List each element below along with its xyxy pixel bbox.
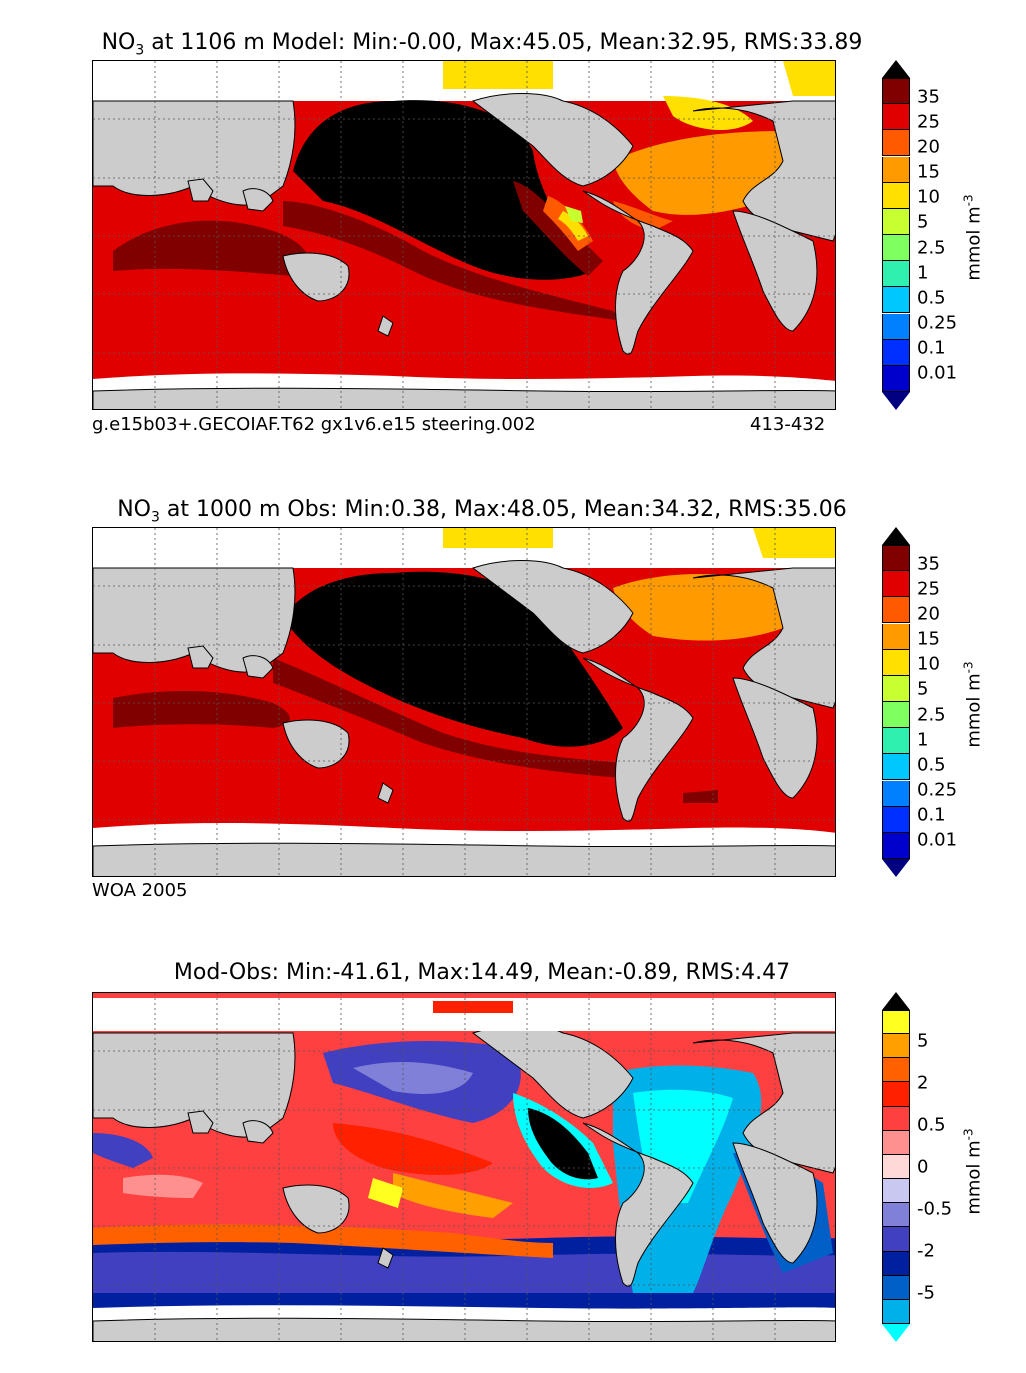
colorbar-segment <box>882 1034 910 1059</box>
colorbar-extend-top <box>882 527 910 545</box>
colorbar-segment <box>882 104 910 131</box>
colorbar-segment <box>882 1299 910 1324</box>
colorbar-segment <box>882 623 910 650</box>
colorbar-segment <box>882 235 910 262</box>
panel-1-caption-right: 413-432 <box>750 414 826 435</box>
colorbar-extend-bottom <box>882 859 910 877</box>
colorbar-segment <box>882 313 910 340</box>
colorbar-segment <box>882 182 910 209</box>
diff-no3-map <box>92 992 836 1342</box>
colorbar-segment <box>882 365 910 392</box>
colorbar-tick-label: -2 <box>917 1240 935 1262</box>
colorbar-tick-label: 1 <box>917 262 929 284</box>
colorbar-tick-label: 0.01 <box>917 829 958 851</box>
colorbar-tick-label: 25 <box>917 578 940 600</box>
panel-3-title: Mod-Obs: Min:-41.61, Max:14.49, Mean:-0.… <box>173 960 791 985</box>
colorbar-segment <box>882 649 910 676</box>
colorbar-tick-label: 5 <box>917 1030 929 1052</box>
colorbar-tick-label: 0.5 <box>917 754 946 776</box>
colorbar-segment <box>882 728 910 755</box>
colorbar-segment <box>882 1179 910 1204</box>
colorbar-tick-label: 25 <box>917 111 940 133</box>
colorbar-segment <box>882 287 910 314</box>
colorbar-extend-top <box>882 992 910 1010</box>
colorbar-segment <box>882 208 910 235</box>
colorbar-tick-label: 10 <box>917 186 940 208</box>
colorbar-segment <box>882 832 910 859</box>
obs-no3-map <box>92 527 836 877</box>
panel-1-colorbar-unit: mmol m-3 <box>961 194 985 281</box>
colorbar-extend-bottom <box>882 392 910 410</box>
colorbar-segment <box>882 1082 910 1107</box>
colorbar-segment <box>882 1275 910 1300</box>
panel-2-colorbar <box>882 527 910 877</box>
colorbar-segment <box>882 78 910 105</box>
colorbar-segment <box>882 545 910 572</box>
colorbar-segment <box>882 754 910 781</box>
colorbar-tick-label: 5 <box>917 678 929 700</box>
colorbar-tick-label: 15 <box>917 628 940 650</box>
panel-1-caption-left: g.e15b03+.GECOIAF.T62 gx1v6.e15 steering… <box>92 414 536 435</box>
colorbar-segment <box>882 130 910 157</box>
colorbar-tick-label: 5 <box>917 211 929 233</box>
colorbar-segment <box>882 702 910 729</box>
colorbar-tick-label: 35 <box>917 86 940 108</box>
colorbar-segment <box>882 571 910 598</box>
colorbar-tick-label: -5 <box>917 1282 935 1304</box>
colorbar-segment <box>882 1130 910 1155</box>
colorbar-segment <box>882 1203 910 1228</box>
colorbar-tick-label: 20 <box>917 603 940 625</box>
colorbar-segment <box>882 339 910 366</box>
colorbar-segment <box>882 675 910 702</box>
panel-2-caption-left: WOA 2005 <box>92 880 188 901</box>
colorbar-extend-bottom <box>882 1324 910 1342</box>
colorbar-tick-label: 2.5 <box>917 704 946 726</box>
colorbar-segment <box>882 156 910 183</box>
model-no3-map <box>92 60 836 410</box>
panel-2-title: NO3 at 1000 m Obs: Min:0.38, Max:48.05, … <box>117 497 847 526</box>
colorbar-tick-label: 0.1 <box>917 337 946 359</box>
colorbar-segment <box>882 1010 910 1035</box>
colorbar-tick-label: 0.25 <box>917 779 958 801</box>
panel-3-colorbar-unit: mmol m-3 <box>961 1128 985 1215</box>
colorbar-segment <box>882 1227 910 1252</box>
colorbar-segment <box>882 1106 910 1131</box>
panel-3-colorbar <box>882 992 910 1342</box>
panel-1-colorbar <box>882 60 910 410</box>
colorbar-tick-label: 0.5 <box>917 1114 946 1136</box>
colorbar-tick-label: 10 <box>917 653 940 675</box>
colorbar-segment <box>882 1154 910 1180</box>
colorbar-tick-label: 35 <box>917 553 940 575</box>
colorbar-segment <box>882 597 910 624</box>
panel-1-title: NO3 at 1106 m Model: Min:-0.00, Max:45.0… <box>101 30 863 59</box>
colorbar-tick-label: 0 <box>917 1156 929 1178</box>
colorbar-tick-label: 15 <box>917 161 940 183</box>
colorbar-tick-label: 20 <box>917 136 940 158</box>
colorbar-tick-label: 0.25 <box>917 312 958 334</box>
colorbar-tick-label: 0.5 <box>917 287 946 309</box>
colorbar-segment <box>882 806 910 833</box>
colorbar-segment <box>882 1251 910 1276</box>
colorbar-tick-label: 0.1 <box>917 804 946 826</box>
colorbar-segment <box>882 1058 910 1083</box>
colorbar-tick-label: 0.01 <box>917 362 958 384</box>
panel-2-colorbar-unit: mmol m-3 <box>961 661 985 748</box>
colorbar-tick-label: -0.5 <box>917 1198 953 1220</box>
colorbar-tick-label: 2.5 <box>917 237 946 259</box>
colorbar-segment <box>882 780 910 807</box>
colorbar-extend-top <box>882 60 910 78</box>
colorbar-tick-label: 1 <box>917 729 929 751</box>
colorbar-segment <box>882 261 910 288</box>
colorbar-tick-label: 2 <box>917 1072 929 1094</box>
